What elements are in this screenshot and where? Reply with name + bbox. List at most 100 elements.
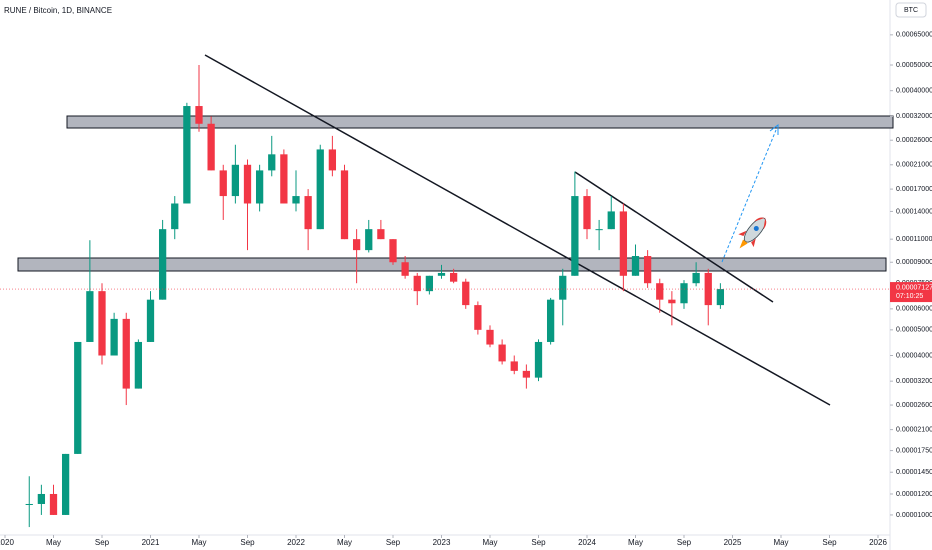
candle-body (522, 370, 531, 378)
candle-body (292, 196, 300, 204)
candle-body (49, 493, 58, 515)
y-tick-label: 0.00005000 (896, 327, 932, 334)
candle-body (449, 272, 458, 282)
candle-body (401, 262, 409, 276)
candle-body (643, 256, 652, 284)
candle-body (25, 503, 33, 505)
candle-body (595, 229, 603, 231)
trend-line (574, 171, 774, 303)
candle-body (207, 123, 215, 171)
x-tick-label: Sep (386, 538, 401, 547)
candle-body (328, 149, 337, 171)
candle-body (619, 211, 628, 276)
candle-body (74, 341, 82, 454)
x-tick-label: 2025 (724, 538, 742, 547)
resistance-zone (66, 115, 894, 129)
candle-body (98, 291, 106, 356)
candle-body (146, 299, 155, 342)
candle-body (171, 203, 179, 230)
x-tick-label: Sep (240, 538, 255, 547)
last-price-box (890, 282, 932, 303)
y-tick-label: 0.00002600 (896, 402, 932, 409)
y-tick-label: 0.00004000 (896, 352, 932, 359)
y-tick-label: 0.00006000 (896, 306, 932, 313)
y-tick-label: 0.00001450 (896, 469, 932, 476)
x-tick-label: 2021 (142, 538, 160, 547)
x-tick-label: 2023 (433, 538, 451, 547)
y-tick-label: 0.00001000 (896, 512, 932, 519)
candle-body (365, 229, 373, 251)
candle-body (692, 272, 700, 284)
currency-button[interactable] (895, 2, 927, 18)
currency-label[interactable]: BTC (904, 7, 918, 14)
candle-body (559, 275, 567, 300)
drawings (17, 54, 894, 406)
candle-body (583, 196, 591, 230)
candle-body (37, 493, 46, 504)
candle-body (61, 453, 70, 515)
last-price-label: 0.00007127 (896, 284, 932, 291)
y-tick-label: 0.00032000 (896, 113, 932, 120)
candle-body (462, 281, 470, 306)
candle-body (510, 361, 518, 371)
candle-body (656, 283, 664, 300)
candle-body (680, 283, 688, 304)
candle-body (716, 289, 725, 306)
candle-body (316, 149, 324, 230)
candle-body (231, 164, 240, 197)
candle-body (268, 154, 276, 171)
x-tick-label: May (46, 538, 61, 547)
candle-body (195, 106, 203, 124)
candle-body (280, 154, 288, 204)
y-tick-label: 0.00001750 (896, 447, 932, 454)
candle-body (534, 341, 543, 378)
candle-body (437, 272, 446, 276)
x-tick-label: 2026 (869, 538, 887, 547)
x-tick-label: May (482, 538, 497, 547)
trend-line (204, 54, 831, 406)
arrow-head (769, 124, 779, 135)
y-tick-label: 0.00003200 (896, 378, 932, 385)
y-tick-label: 0.00050000 (896, 62, 932, 69)
candle-body (389, 239, 397, 263)
x-tick-label: Sep (677, 538, 692, 547)
x-tick-label: Sep (822, 538, 837, 547)
candle-body (352, 239, 361, 251)
candle-body (607, 211, 615, 230)
candle-body (110, 318, 118, 356)
candle-body (158, 229, 167, 300)
candle-body (498, 344, 506, 362)
x-tick-label: May (337, 538, 352, 547)
y-tick-label: 0.00065000 (896, 32, 932, 39)
rocket-icon (738, 217, 767, 249)
candle-body (255, 170, 264, 204)
x-tick-label: May (773, 538, 788, 547)
candle-body (486, 329, 494, 345)
y-tick-label: 0.00011000 (896, 236, 932, 243)
y-tick-label: 0.00014000 (896, 208, 932, 215)
x-tick-label: May (628, 538, 643, 547)
chart-title: RUNE / Bitcoin, 1D, BINANCE (4, 6, 112, 15)
y-tick-label: 0.00009000 (896, 259, 932, 266)
y-tick-label: 0.00001200 (896, 491, 932, 498)
candle-body (304, 196, 312, 230)
x-tick-label: 2020 (0, 538, 14, 547)
candle-body (474, 305, 482, 330)
y-tick-label: 0.00040000 (896, 88, 932, 95)
x-tick-label: Sep (531, 538, 546, 547)
candle-body (86, 291, 94, 342)
x-tick-label: 2024 (578, 538, 596, 547)
x-tick-label: 2022 (287, 538, 305, 547)
candle-body (219, 170, 227, 197)
candle-body (413, 275, 421, 292)
candles (25, 65, 725, 528)
candle-body (340, 170, 349, 240)
y-tick-label: 0.00002100 (896, 426, 932, 433)
candle-body (134, 341, 143, 389)
candle-body (546, 299, 555, 342)
x-tick-label: May (191, 538, 206, 547)
x-tick-label: Sep (95, 538, 110, 547)
candle-body (668, 299, 676, 304)
